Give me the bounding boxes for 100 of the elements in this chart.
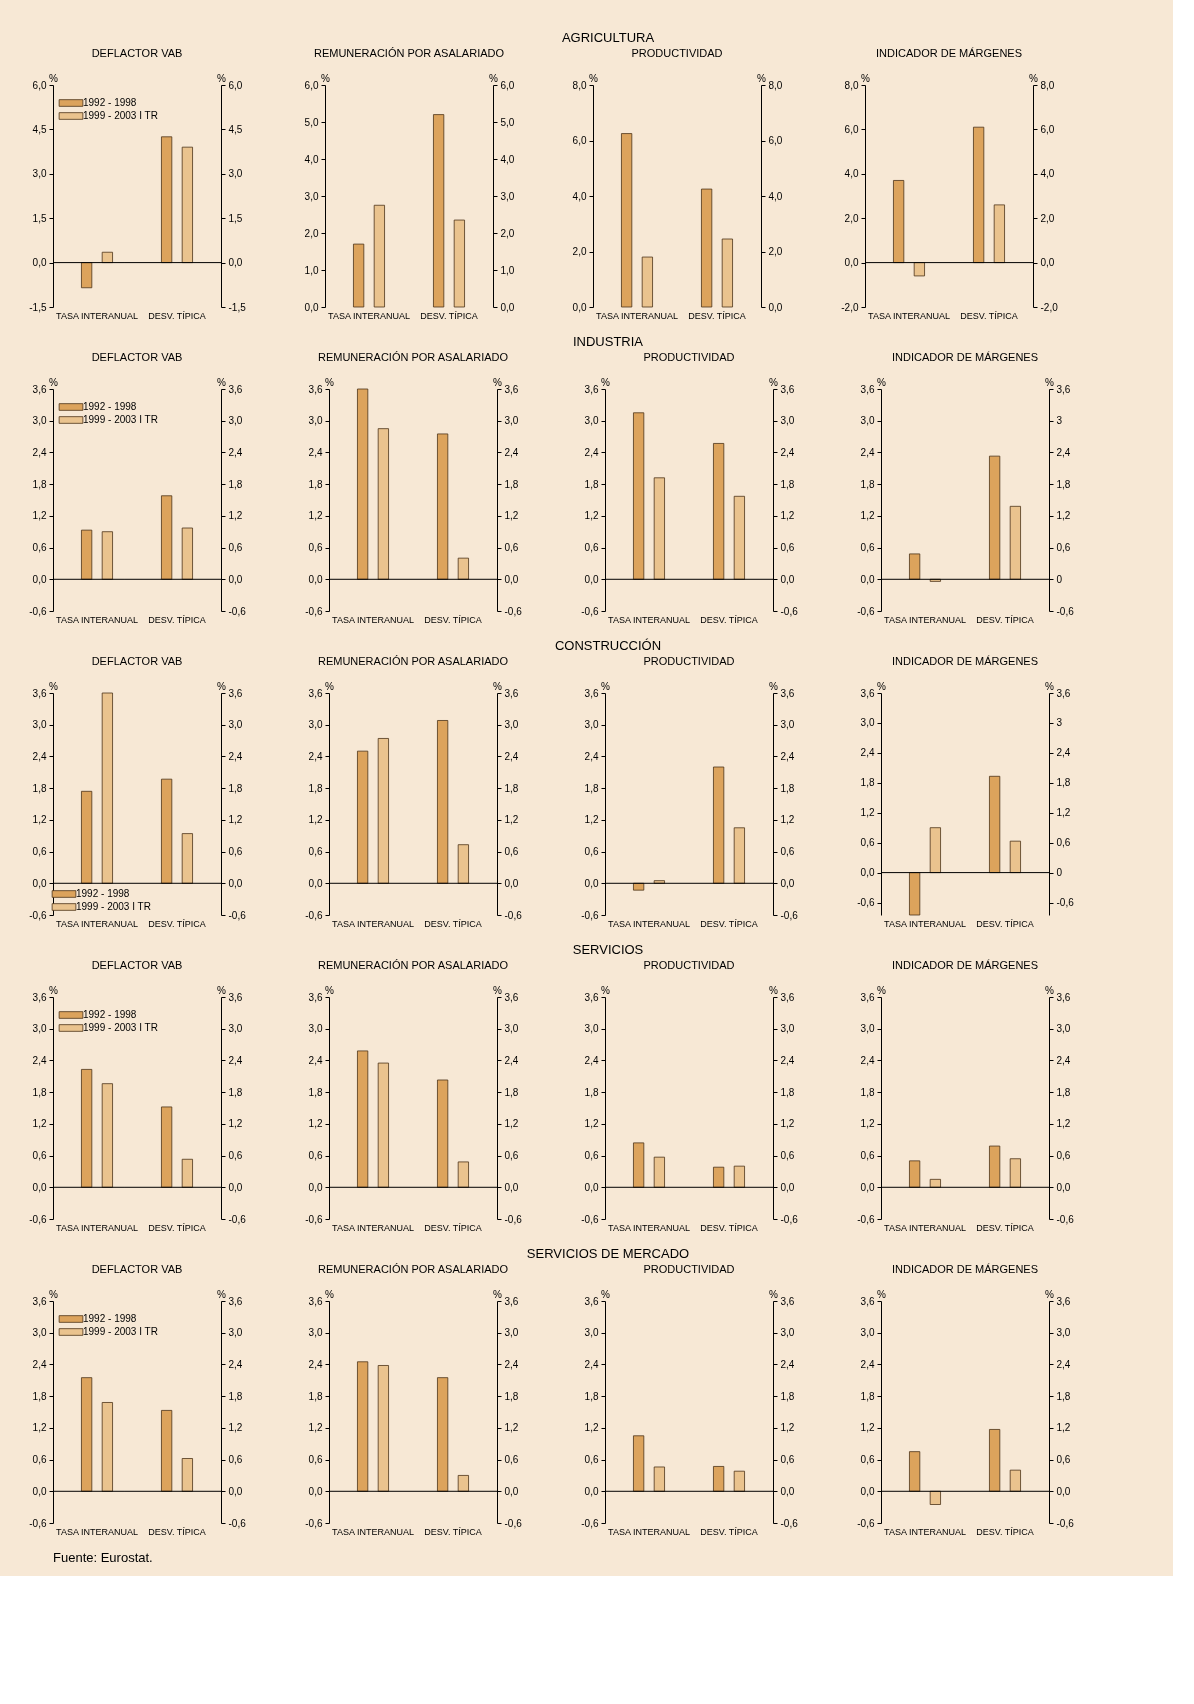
y2-tick-label: 1,2 — [1056, 1422, 1071, 1434]
x-tick-label: TASA INTERANUAL — [56, 918, 138, 929]
y-tick-label: 1,8 — [584, 478, 599, 490]
x-tick-label: DESV. TÍPICA — [424, 1526, 482, 1537]
y2-tick-label: 0,6 — [780, 542, 795, 554]
x-tick-label: TASA INTERANUAL — [884, 1222, 966, 1233]
y-tick-label: 1,8 — [584, 1086, 599, 1098]
x-tick-label: DESV. TÍPICA — [700, 1222, 758, 1233]
y-tick-label: 3,6 — [860, 687, 875, 699]
y-tick-label: 4,0 — [304, 153, 319, 165]
bar — [1009, 505, 1021, 580]
bar — [457, 844, 469, 884]
y2-tick-label: 1,2 — [780, 814, 795, 826]
y2-axis-title: % — [217, 72, 227, 84]
bar — [641, 256, 653, 308]
y2-tick-label: 4,5 — [228, 123, 243, 135]
y-tick-label: 3,6 — [308, 991, 323, 1003]
x-tick-label: TASA INTERANUAL — [884, 1526, 966, 1537]
y-tick-label: 3,0 — [32, 168, 47, 180]
bar — [373, 204, 385, 308]
y-tick-label: 3,0 — [308, 1327, 323, 1339]
y2-tick-label: 3,6 — [228, 383, 243, 395]
y-tick-label: 1,2 — [308, 814, 323, 826]
y-axis-title: % — [877, 1288, 887, 1300]
y-tick-label: 2,4 — [32, 446, 47, 458]
bar — [101, 531, 113, 580]
y2-tick-label: 0,6 — [504, 542, 519, 554]
y2-tick-label: 3,6 — [504, 991, 519, 1003]
y2-tick-label: 0,6 — [780, 846, 795, 858]
bar — [457, 1161, 469, 1188]
legend-label: 1999 - 2003 I TR — [83, 1326, 158, 1337]
x-tick-label: DESV. TÍPICA — [976, 918, 1034, 929]
y-tick-label: 1,8 — [860, 478, 875, 490]
y-tick-label: 6,0 — [572, 135, 587, 146]
chart-title: INDICADOR DE MÁRGENES — [891, 959, 1039, 971]
y-tick-label: 3,0 — [584, 415, 599, 427]
y2-tick-label: 6,0 — [1040, 123, 1055, 135]
y2-axis-title: % — [493, 1288, 503, 1300]
bar — [721, 238, 733, 308]
y-tick-label: 1,2 — [860, 1118, 875, 1130]
source-note: Fuente: Eurostat. — [53, 1550, 153, 1565]
y-tick-label: 2,4 — [584, 1358, 599, 1370]
y2-axis-title: % — [493, 376, 503, 388]
y-tick-label: 3,6 — [584, 1295, 599, 1307]
y-tick-label: -1,5 — [29, 301, 47, 313]
y2-tick-label: 3,6 — [780, 687, 795, 699]
y2-tick-label: 1,8 — [780, 1390, 795, 1402]
y2-tick-label: -0,6 — [228, 1517, 247, 1529]
y2-tick-label: -0,6 — [1056, 1213, 1075, 1225]
y-tick-label: -0,6 — [305, 605, 323, 617]
y2-tick-label: 1,8 — [504, 782, 519, 794]
y2-tick-label: 0,0 — [228, 573, 243, 585]
y-tick-label: 2,0 — [572, 246, 587, 257]
legend-label: 1992 - 1998 — [76, 888, 130, 899]
y2-tick-label: 3,0 — [780, 719, 795, 731]
y-tick-label: 2,4 — [584, 446, 599, 458]
y-tick-label: 2,4 — [308, 1358, 323, 1370]
y-tick-label: -0,6 — [305, 909, 323, 921]
legend-label: 1999 - 2003 I TR — [83, 414, 158, 425]
x-tick-label: DESV. TÍPICA — [976, 1526, 1034, 1537]
bar — [433, 114, 445, 308]
y-tick-label: 1,8 — [308, 1086, 323, 1098]
y2-tick-label: -0,6 — [228, 605, 247, 617]
bar — [161, 778, 173, 884]
y-tick-label: 4,5 — [32, 123, 47, 135]
y2-tick-label: 0,0 — [500, 301, 515, 313]
bar — [181, 833, 193, 884]
bar — [733, 495, 745, 580]
y2-tick-label: -0,6 — [780, 909, 799, 921]
x-tick-label: DESV. TÍPICA — [976, 1222, 1034, 1233]
y-tick-label: -2,0 — [841, 301, 859, 313]
y-tick-label: 0,6 — [308, 846, 323, 858]
y-tick-label: 2,4 — [584, 750, 599, 762]
y2-tick-label: 0,0 — [504, 573, 519, 585]
y2-tick-label: 1,2 — [228, 510, 243, 522]
y2-tick-label: 1,2 — [228, 814, 243, 826]
y-tick-label: 3,0 — [860, 717, 875, 729]
y2-tick-label: 2,4 — [780, 750, 795, 762]
x-tick-label: DESV. TÍPICA — [148, 1526, 206, 1537]
y-tick-label: 3,0 — [308, 719, 323, 731]
y-tick-label: 1,2 — [584, 814, 599, 826]
bar — [181, 1158, 193, 1188]
y2-axis-title: % — [217, 1288, 227, 1300]
y-tick-label: 0,0 — [584, 1181, 599, 1193]
bar — [357, 1050, 369, 1188]
y-tick-label: 0,6 — [584, 846, 599, 858]
bar — [713, 766, 725, 884]
y-tick-label: 3,0 — [584, 1327, 599, 1339]
bar — [161, 1106, 173, 1188]
y-tick-label: 3,0 — [32, 1327, 47, 1339]
y2-axis-title: % — [217, 376, 227, 388]
y-tick-label: 8,0 — [844, 79, 859, 91]
y-tick-label: 2,0 — [304, 227, 319, 239]
y2-tick-label: 0,0 — [504, 1485, 519, 1497]
y-tick-label: 1,2 — [308, 1422, 323, 1434]
y2-tick-label: 3,6 — [780, 991, 795, 1003]
y-tick-label: 3,0 — [32, 719, 47, 731]
y-axis-title: % — [325, 680, 335, 692]
y2-tick-label: 4,0 — [500, 153, 515, 165]
y-tick-label: 1,8 — [584, 782, 599, 794]
